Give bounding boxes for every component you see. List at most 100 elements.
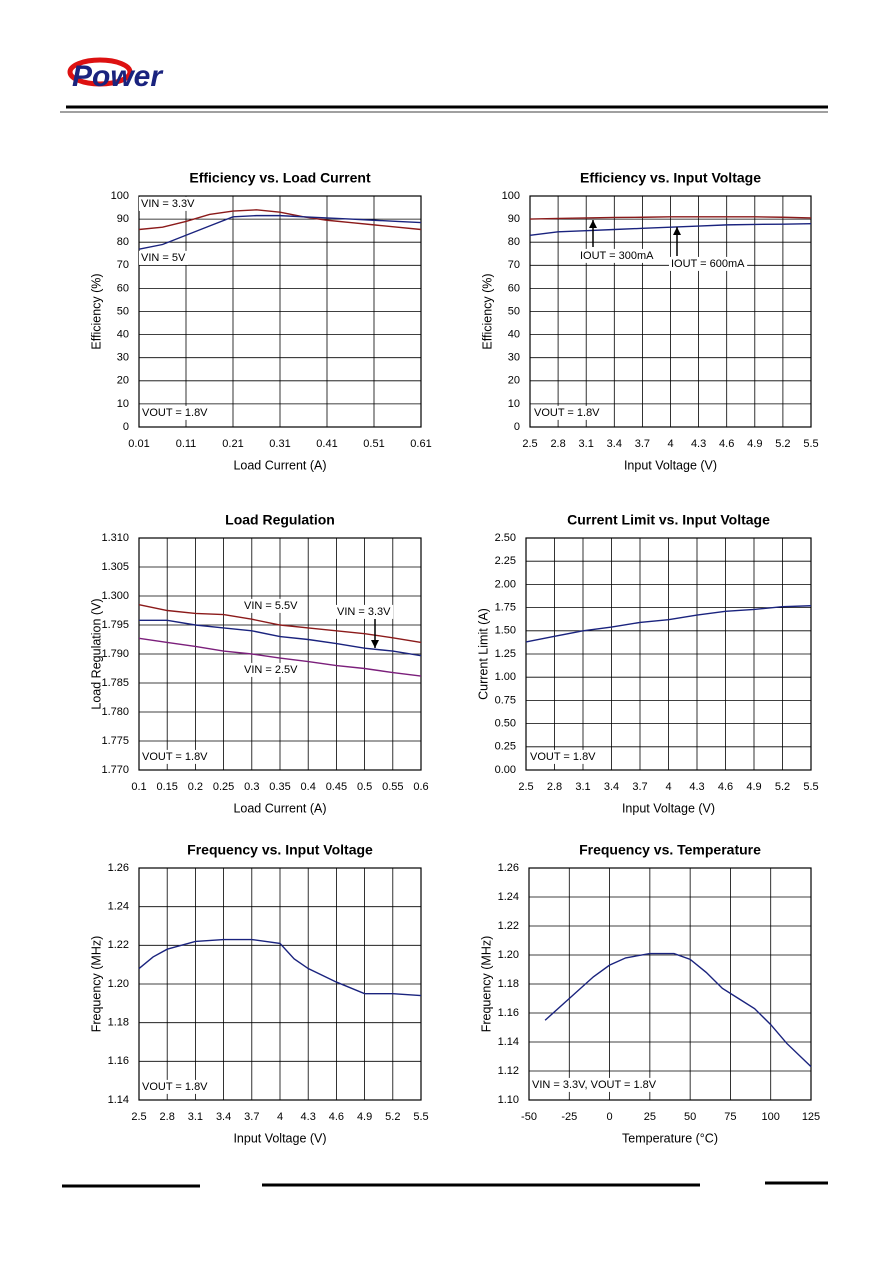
annotation-bg <box>669 256 748 271</box>
y-tick-label: 1.300 <box>101 590 129 602</box>
y-tick-label: 30 <box>117 352 129 364</box>
y-tick-label: 1.20 <box>498 949 519 961</box>
y-tick-label: 20 <box>117 375 129 387</box>
x-tick-label: 5.5 <box>803 438 818 450</box>
y-tick-label: 100 <box>502 190 520 202</box>
y-tick-label: 1.780 <box>101 706 129 718</box>
x-tick-label: 3.1 <box>575 781 590 793</box>
x-tick-label: 4.9 <box>747 438 762 450</box>
x-tick-label: 4.3 <box>691 438 706 450</box>
y-tick-label: 60 <box>117 282 129 294</box>
x-tick-label: 3.4 <box>604 781 619 793</box>
annotation-bg <box>578 248 657 263</box>
plot-frame <box>529 195 812 428</box>
y-tick-label: 1.770 <box>101 764 129 776</box>
y-tick-label: 2.25 <box>495 555 516 567</box>
y-tick-label: 30 <box>508 352 520 364</box>
arrow-head <box>673 227 681 235</box>
x-tick-label: 0.61 <box>410 438 431 450</box>
series-line <box>525 605 812 643</box>
x-tick-label: 0.11 <box>176 438 197 450</box>
y-tick-label: 0.00 <box>495 764 516 776</box>
x-tick-label: 4.3 <box>301 1111 316 1123</box>
y-tick-label: 1.16 <box>498 1007 519 1019</box>
y-tick-label: 0 <box>514 421 520 433</box>
annotation-bg <box>139 196 198 211</box>
x-tick-label: 0.51 <box>363 438 384 450</box>
y-tick-label: 1.795 <box>101 619 129 631</box>
x-tick-label: 0.4 <box>301 781 316 793</box>
x-tick-label: 5.2 <box>775 781 790 793</box>
annotation-bg <box>139 250 188 265</box>
series-line <box>139 619 422 657</box>
y-tick-label: 60 <box>508 282 520 294</box>
x-tick-label: 0.6 <box>413 781 428 793</box>
x-tick-label: 0.25 <box>213 781 234 793</box>
y-tick-label: 1.26 <box>498 862 519 874</box>
x-tick-label: 2.8 <box>547 781 562 793</box>
x-axis-label: Load Current (A) <box>233 801 326 815</box>
y-tick-label: 1.305 <box>101 561 129 573</box>
y-tick-label: 20 <box>508 375 520 387</box>
y-tick-label: 1.22 <box>498 920 519 932</box>
plot-frame <box>528 867 812 1101</box>
y-tick-label: 10 <box>508 398 520 410</box>
y-tick-label: 0.50 <box>495 718 516 730</box>
annotation: VOUT = 1.8V <box>142 751 208 763</box>
x-tick-label: 2.5 <box>522 438 537 450</box>
y-tick-label: 1.18 <box>108 1017 129 1029</box>
series-line <box>138 214 422 250</box>
x-tick-label: 75 <box>724 1111 736 1123</box>
series-line <box>138 604 422 644</box>
annotation: VOUT = 1.8V <box>534 407 600 419</box>
x-tick-label: 4.9 <box>357 1111 372 1123</box>
y-tick-label: 40 <box>117 329 129 341</box>
x-tick-label: 0.31 <box>269 438 290 450</box>
annotation: IOUT = 600mA <box>671 258 745 270</box>
x-tick-label: 3.7 <box>632 781 647 793</box>
x-tick-label: -50 <box>521 1111 537 1123</box>
x-tick-label: 2.8 <box>160 1111 175 1123</box>
annotation: VIN = 2.5V <box>244 664 298 676</box>
x-tick-label: 100 <box>762 1111 780 1123</box>
annotation: VOUT = 1.8V <box>142 407 208 419</box>
x-tick-label: 0.35 <box>269 781 290 793</box>
x-tick-label: 0 <box>607 1111 613 1123</box>
annotation-bg <box>242 662 301 677</box>
chart-title: Current Limit vs. Input Voltage <box>567 512 770 528</box>
annotation: VOUT = 1.8V <box>530 751 596 763</box>
y-tick-label: 1.22 <box>108 939 129 951</box>
x-axis-label: Input Voltage (V) <box>624 458 717 472</box>
x-tick-label: 0.41 <box>316 438 337 450</box>
annotation: VIN = 5V <box>141 252 186 264</box>
x-tick-label: 5.2 <box>385 1111 400 1123</box>
y-tick-label: 100 <box>111 190 129 202</box>
chart-title: Load Regulation <box>225 512 335 528</box>
annotation-bg <box>335 604 394 619</box>
y-tick-label: 1.12 <box>498 1065 519 1077</box>
annotation-bg <box>140 749 211 764</box>
x-tick-label: 0.21 <box>222 438 243 450</box>
annotation-bg <box>528 749 599 764</box>
x-tick-label: 4 <box>665 781 671 793</box>
y-tick-label: 1.18 <box>498 978 519 990</box>
annotation: VIN = 3.3V <box>141 198 195 210</box>
y-axis-label: Efficiency (%) <box>480 273 494 349</box>
x-axis-label: Input Voltage (V) <box>622 801 715 815</box>
y-axis-label: Frequency (MHz) <box>89 936 103 1033</box>
x-tick-label: 0.5 <box>357 781 372 793</box>
x-tick-label: 3.7 <box>244 1111 259 1123</box>
x-tick-label: 125 <box>802 1111 820 1123</box>
y-axis-label: Frequency (MHz) <box>479 936 493 1033</box>
y-tick-label: 0.25 <box>495 741 516 753</box>
x-tick-label: 50 <box>684 1111 696 1123</box>
x-tick-label: 5.5 <box>803 781 818 793</box>
y-tick-label: 40 <box>508 329 520 341</box>
x-tick-label: 3.7 <box>635 438 650 450</box>
x-tick-label: 4 <box>277 1111 283 1123</box>
annotation: VIN = 3.3V, VOUT = 1.8V <box>532 1079 657 1091</box>
series-line <box>138 637 422 677</box>
x-tick-label: 3.1 <box>579 438 594 450</box>
arrow-head <box>589 220 597 228</box>
